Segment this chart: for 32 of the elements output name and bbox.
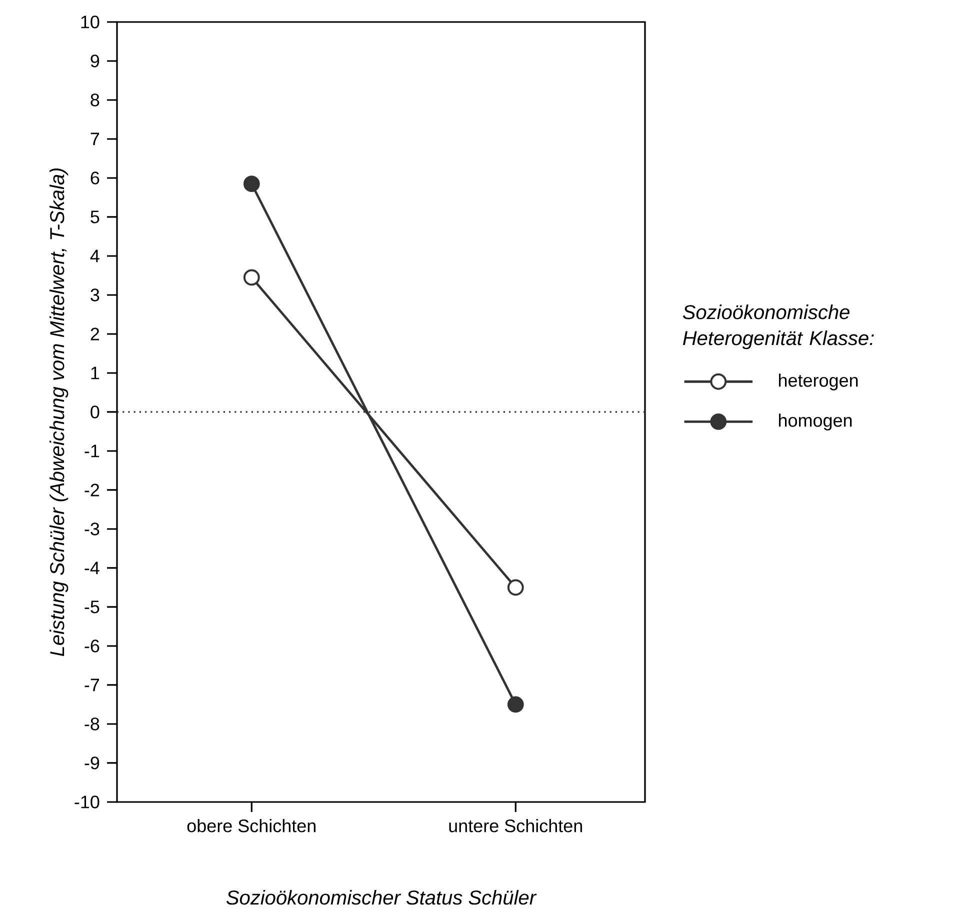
y-tick-label: -9	[84, 756, 100, 770]
y-tick-label: -5	[84, 600, 100, 614]
y-tick-label: -3	[84, 522, 100, 536]
y-tick-label: 9	[90, 54, 100, 68]
point	[243, 176, 260, 192]
x-tick-label: untere Schichten	[449, 819, 582, 832]
y-tick-label: -10	[74, 796, 100, 808]
y-axis-title: Leistung Schüler (Abweichung vom Mittelwert, T-Skala)	[50, 168, 68, 656]
y-tick-label: -4	[84, 562, 100, 574]
y-tick-label: -1	[84, 444, 100, 458]
y-tick-label: 3	[90, 288, 100, 302]
y-tick-label: -7	[84, 678, 100, 692]
y-tick-label: -2	[84, 484, 100, 496]
y-tick-label: 4	[90, 250, 100, 262]
x-tick-label: obere Schichten	[187, 819, 316, 832]
y-tick-label: 6	[90, 172, 100, 184]
y-tick-label: 1	[91, 366, 100, 380]
y-tick-label: 5	[90, 210, 100, 224]
y-tick-label: 7	[90, 132, 100, 146]
point	[507, 579, 524, 596]
legend-label: heterogen	[779, 374, 858, 390]
point	[507, 696, 524, 713]
y-tick-label: -8	[84, 718, 100, 730]
legend-label: homogen	[779, 414, 852, 430]
point	[243, 269, 260, 286]
legend-title: Sozioökonomische Heterogenität Klasse:	[682, 304, 874, 350]
y-tick-label: 0	[90, 406, 100, 418]
y-tick-label: 10	[81, 16, 100, 28]
y-tick-label: 8	[90, 94, 100, 106]
y-tick-label: -6	[84, 640, 100, 652]
x-axis-title: Sozioökonomischer Status Schüler	[226, 890, 537, 905]
y-tick-label: 2	[90, 328, 100, 340]
